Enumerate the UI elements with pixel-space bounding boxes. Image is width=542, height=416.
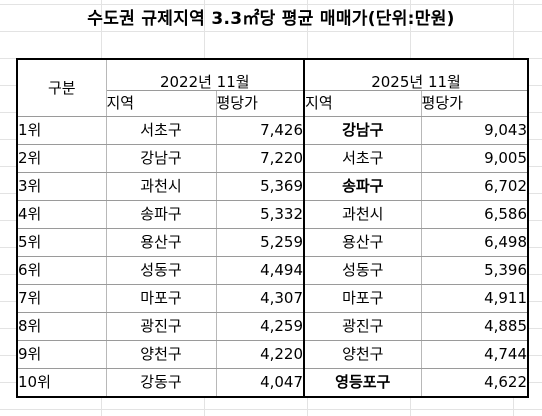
table-row: 7위 마포구 4,307 마포구 4,911 — [16, 284, 529, 313]
price-2022-cell[interactable]: 5,259 — [215, 228, 306, 257]
region-2025-cell[interactable]: 광진구 — [303, 312, 422, 341]
table-row: 2위 강남구 7,220 서초구 9,005 — [16, 144, 529, 173]
region-header-2025[interactable]: 지역 — [303, 90, 422, 117]
price-2025-cell[interactable]: 4,911 — [420, 284, 529, 313]
price-2025-cell[interactable]: 6,702 — [420, 172, 529, 201]
region-2025-cell[interactable]: 강남구 — [303, 116, 422, 145]
rank-cell[interactable]: 9위 — [16, 340, 107, 369]
region-2022-cell[interactable]: 광진구 — [105, 312, 217, 341]
region-2022-cell[interactable]: 용산구 — [105, 228, 217, 257]
region-2022-cell[interactable]: 성동구 — [105, 256, 217, 285]
rank-cell[interactable]: 7위 — [16, 284, 107, 313]
region-2022-cell[interactable]: 강남구 — [105, 144, 217, 173]
price-2022-cell[interactable]: 7,426 — [215, 116, 306, 145]
price-2025-cell[interactable]: 4,744 — [420, 340, 529, 369]
price-table-body: 구분 2022년 11월 2025년 11월 지역 평당가 지역 평당가 1위 서… — [16, 58, 529, 398]
price-header-2025[interactable]: 평당가 — [420, 90, 529, 117]
price-2025-cell[interactable]: 6,498 — [420, 228, 529, 257]
price-2022-cell[interactable]: 4,047 — [215, 368, 306, 398]
table-row: 5위 용산구 5,259 용산구 6,498 — [16, 228, 529, 257]
table-row: 3위 과천시 5,369 송파구 6,702 — [16, 172, 529, 201]
price-2025-cell[interactable]: 5,396 — [420, 256, 529, 285]
price-2022-cell[interactable]: 7,220 — [215, 144, 306, 173]
region-header-2022[interactable]: 지역 — [105, 90, 217, 117]
table-title: 수도권 규제지역 3.3㎡당 평균 매매가(단위:만원) — [87, 9, 455, 29]
price-2022-cell[interactable]: 4,220 — [215, 340, 306, 369]
table-row: 9위 양천구 4,220 양천구 4,744 — [16, 340, 529, 369]
header-row-columns: 지역 평당가 지역 평당가 — [17, 90, 529, 117]
region-2022-cell[interactable]: 양천구 — [105, 340, 217, 369]
rank-cell[interactable]: 8위 — [16, 312, 107, 341]
region-2022-cell[interactable]: 마포구 — [105, 284, 217, 313]
region-2022-cell[interactable]: 송파구 — [105, 200, 217, 229]
table-row: 4위 송파구 5,332 과천시 6,586 — [16, 200, 529, 229]
price-2025-cell[interactable]: 6,586 — [420, 200, 529, 229]
rank-cell[interactable]: 3위 — [16, 172, 107, 201]
rank-cell[interactable]: 4위 — [16, 200, 107, 229]
region-2025-cell[interactable]: 양천구 — [303, 340, 422, 369]
region-2022-cell[interactable]: 강동구 — [105, 368, 217, 398]
region-2025-cell[interactable]: 마포구 — [303, 284, 422, 313]
region-2025-cell[interactable]: 영등포구 — [303, 368, 422, 398]
rank-cell[interactable]: 5위 — [16, 228, 107, 257]
region-2025-cell[interactable]: 용산구 — [303, 228, 422, 257]
table-row: 1위 서초구 7,426 강남구 9,043 — [16, 116, 529, 145]
table-row: 10위 강동구 4,047 영등포구 4,622 — [16, 368, 529, 398]
price-table: 구분 2022년 11월 2025년 11월 지역 평당가 지역 평당가 1위 서… — [16, 58, 530, 398]
year-2022-header[interactable]: 2022년 11월 — [105, 58, 306, 91]
region-2025-cell[interactable]: 성동구 — [303, 256, 422, 285]
region-2022-cell[interactable]: 과천시 — [105, 172, 217, 201]
rank-cell[interactable]: 6위 — [16, 256, 107, 285]
price-2025-cell[interactable]: 4,622 — [420, 368, 529, 398]
rank-cell[interactable]: 2위 — [16, 144, 107, 173]
price-2022-cell[interactable]: 4,494 — [215, 256, 306, 285]
group-header-cell[interactable]: 구분 — [16, 58, 107, 117]
price-2022-cell[interactable]: 4,307 — [215, 284, 306, 313]
price-2022-cell[interactable]: 5,369 — [215, 172, 306, 201]
region-2025-cell[interactable]: 서초구 — [303, 144, 422, 173]
region-2025-cell[interactable]: 송파구 — [303, 172, 422, 201]
price-2025-cell[interactable]: 9,043 — [420, 116, 529, 145]
region-2022-cell[interactable]: 서초구 — [105, 116, 217, 145]
table-row: 6위 성동구 4,494 성동구 5,396 — [16, 256, 529, 285]
header-row-years: 구분 2022년 11월 2025년 11월 — [16, 58, 529, 117]
region-2025-cell[interactable]: 과천시 — [303, 200, 422, 229]
year-2025-header[interactable]: 2025년 11월 — [303, 58, 529, 91]
price-2022-cell[interactable]: 4,259 — [215, 312, 306, 341]
rank-cell[interactable]: 1위 — [16, 116, 107, 145]
price-2022-cell[interactable]: 5,332 — [215, 200, 306, 229]
price-header-2022[interactable]: 평당가 — [215, 90, 306, 117]
price-2025-cell[interactable]: 4,885 — [420, 312, 529, 341]
rank-cell[interactable]: 10위 — [16, 368, 107, 398]
price-2025-cell[interactable]: 9,005 — [420, 144, 529, 173]
table-row: 8위 광진구 4,259 광진구 4,885 — [16, 312, 529, 341]
